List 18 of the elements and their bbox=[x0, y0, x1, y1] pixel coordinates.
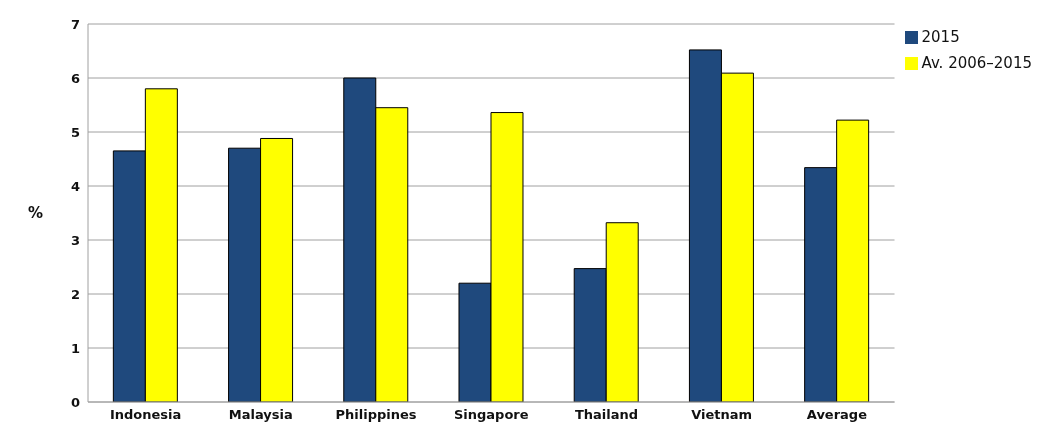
y-tick-label: 7 bbox=[70, 16, 80, 32]
y-tick-label: 6 bbox=[70, 70, 80, 86]
legend-label: Av. 2006–2015 bbox=[921, 54, 1032, 72]
y-tick-label: 5 bbox=[70, 124, 80, 140]
x-tick-label: Vietnam bbox=[691, 407, 753, 423]
y-tick-label: 1 bbox=[70, 340, 80, 356]
y-tick-label: 2 bbox=[70, 286, 80, 302]
y-tick-label: 3 bbox=[70, 232, 80, 248]
y-axis-title: % bbox=[28, 204, 44, 223]
y-tick-label: 4 bbox=[70, 178, 80, 194]
x-tick-label: Thailand bbox=[574, 407, 639, 423]
x-tick-label: Malaysia bbox=[228, 407, 293, 423]
x-tick-label: Indonesia bbox=[109, 407, 182, 423]
legend-label: 2015 bbox=[921, 28, 960, 46]
x-tick-label: Philippines bbox=[335, 407, 417, 423]
y-tick-label: 0 bbox=[70, 394, 80, 410]
x-tick-label: Singapore bbox=[453, 407, 529, 423]
x-tick-label: Average bbox=[806, 407, 868, 423]
